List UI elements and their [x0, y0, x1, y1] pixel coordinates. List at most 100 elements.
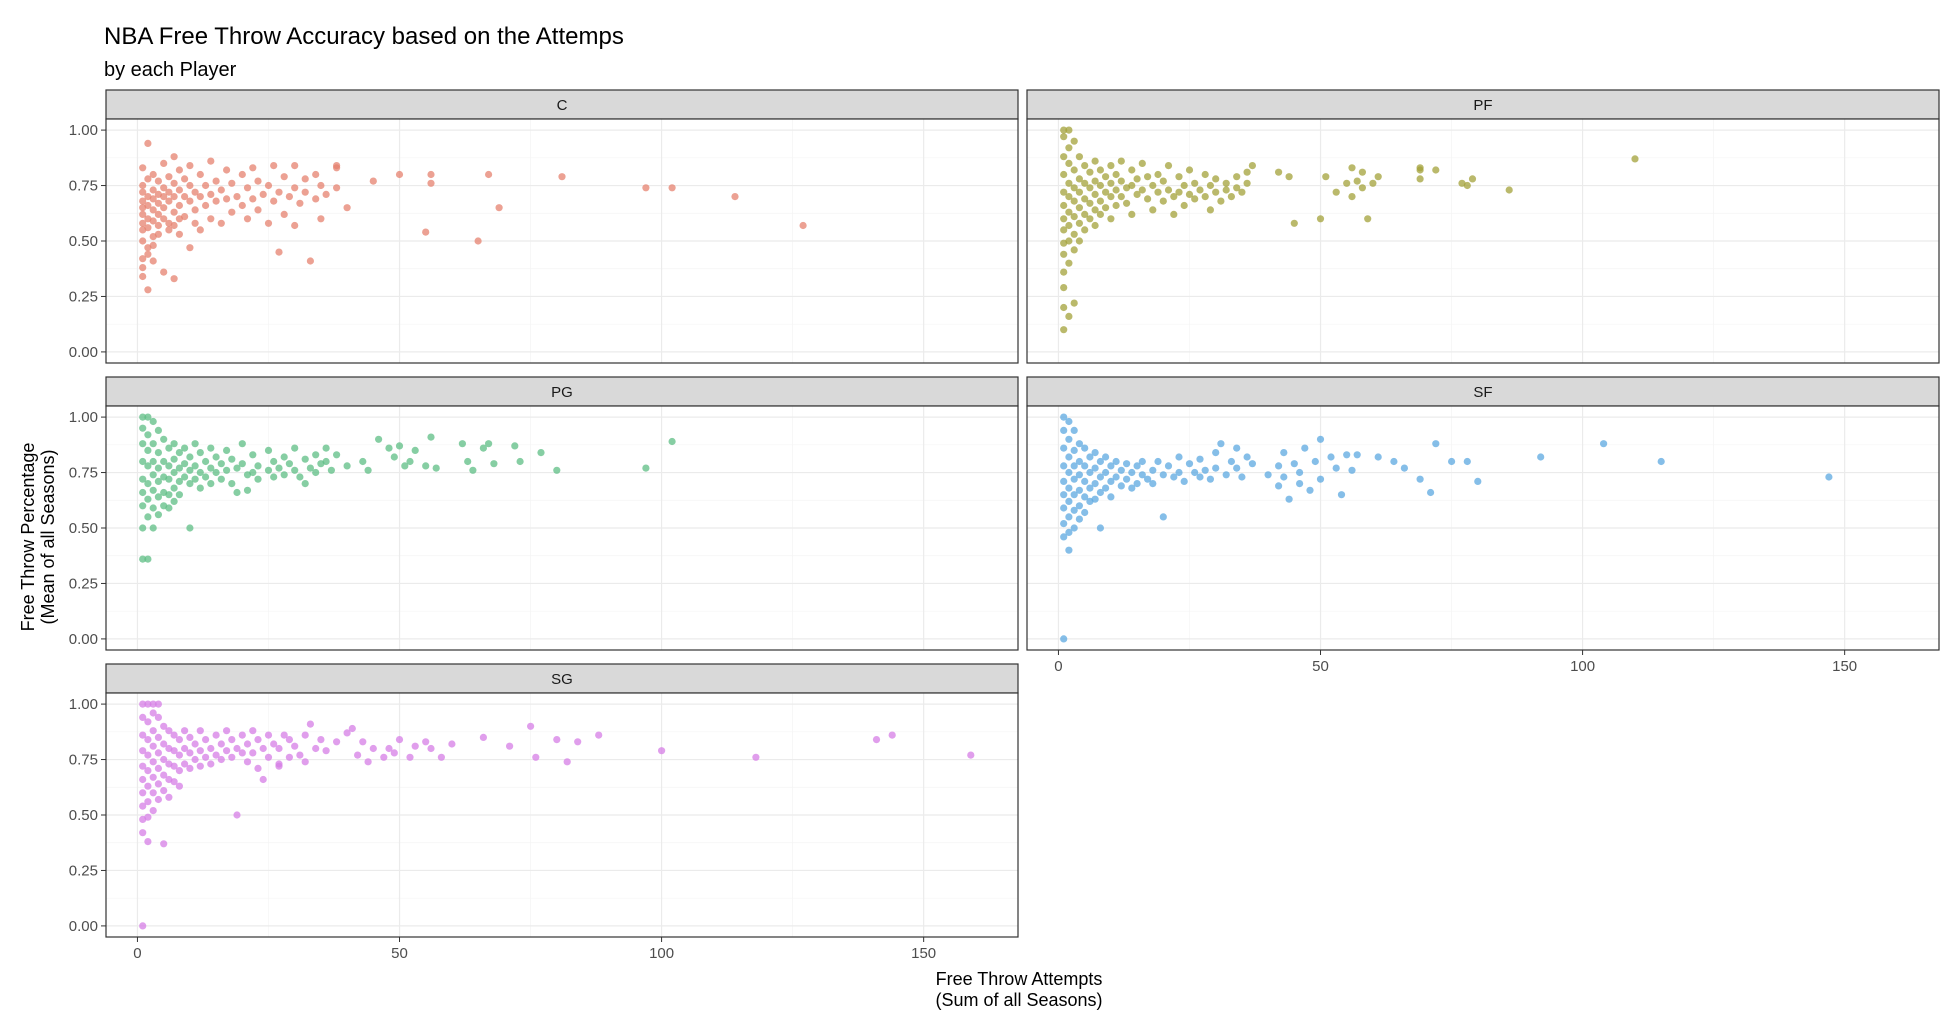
data-point	[1290, 219, 1298, 227]
data-point	[144, 495, 152, 503]
data-point	[139, 255, 147, 263]
data-point	[144, 431, 152, 439]
data-point	[285, 193, 293, 201]
data-point	[348, 724, 356, 733]
data-point	[139, 188, 147, 196]
data-point	[1248, 162, 1256, 170]
data-point	[312, 170, 320, 179]
x-tick-label: 100	[1570, 658, 1595, 675]
data-point	[312, 451, 320, 459]
data-point	[301, 480, 309, 488]
data-point	[154, 700, 162, 708]
data-point	[1112, 186, 1120, 194]
data-point	[317, 736, 325, 744]
data-point	[191, 755, 199, 764]
data-point	[228, 736, 236, 744]
data-point	[186, 162, 194, 170]
data-point	[254, 736, 262, 744]
data-point	[1149, 466, 1157, 474]
chart-title: NBA Free Throw Accuracy based on the Att…	[104, 23, 624, 50]
data-point	[1275, 462, 1283, 470]
data-point	[1468, 175, 1477, 183]
data-point	[967, 751, 975, 759]
data-point	[175, 201, 183, 210]
data-point	[1180, 477, 1188, 485]
data-point	[270, 197, 278, 205]
data-point	[411, 446, 419, 454]
data-point	[186, 181, 194, 190]
data-point	[1075, 440, 1083, 448]
y-tick-label: 0.75	[69, 465, 98, 482]
data-point	[165, 188, 173, 196]
data-point	[422, 228, 430, 236]
data-point	[154, 199, 162, 207]
data-point	[306, 257, 314, 265]
data-point	[238, 460, 246, 468]
data-point	[1233, 444, 1241, 452]
data-point	[1070, 426, 1078, 434]
data-point	[1086, 484, 1094, 492]
data-point	[228, 753, 236, 761]
data-point	[249, 164, 257, 172]
data-point	[1233, 464, 1241, 472]
data-point	[369, 177, 377, 185]
data-point	[149, 742, 157, 750]
data-point	[181, 727, 189, 735]
data-point	[144, 446, 152, 454]
data-point	[1102, 484, 1110, 492]
data-point	[170, 455, 178, 463]
data-point	[1065, 193, 1073, 201]
data-point	[144, 513, 152, 521]
data-point	[139, 829, 147, 837]
data-point	[1432, 440, 1440, 448]
data-point	[1060, 462, 1068, 470]
data-point	[144, 798, 152, 806]
data-point	[1065, 208, 1073, 216]
data-point	[175, 449, 183, 457]
data-point	[212, 177, 220, 185]
data-point	[1065, 221, 1073, 230]
data-point	[160, 193, 168, 201]
data-point	[149, 206, 157, 214]
data-point	[175, 464, 183, 472]
data-point	[296, 473, 304, 481]
data-point	[259, 775, 267, 784]
data-point	[170, 484, 178, 492]
data-point	[186, 733, 194, 742]
data-point	[270, 457, 278, 466]
data-point	[752, 753, 760, 761]
data-point	[1243, 453, 1251, 461]
data-point	[223, 166, 231, 174]
data-point	[1316, 475, 1325, 483]
data-point	[233, 744, 241, 753]
data-point	[1081, 210, 1089, 218]
data-point	[1075, 515, 1083, 523]
data-point	[1091, 221, 1099, 230]
data-point	[191, 188, 199, 196]
data-point	[1117, 193, 1125, 201]
facet-c: C 0.00 0.25 0.50 0.75 1.00	[69, 89, 1019, 364]
data-point	[1070, 213, 1078, 221]
data-point	[191, 462, 199, 470]
data-point	[144, 224, 152, 232]
data-point	[1374, 173, 1382, 181]
data-point	[243, 215, 252, 223]
data-point	[1416, 475, 1424, 483]
data-point	[1107, 462, 1115, 470]
data-point	[642, 464, 650, 472]
data-point	[144, 139, 152, 147]
y-tick-label: 0.75	[69, 752, 98, 769]
data-point	[207, 157, 215, 165]
data-point	[154, 511, 162, 519]
data-point	[401, 462, 409, 470]
data-point	[1117, 157, 1125, 165]
data-point	[1070, 491, 1078, 499]
data-point	[1332, 464, 1340, 472]
data-point	[196, 727, 204, 735]
data-point	[202, 201, 210, 210]
data-point	[160, 771, 168, 779]
data-point	[312, 468, 320, 477]
data-point	[1128, 484, 1136, 492]
data-point	[1631, 155, 1639, 163]
data-point	[275, 760, 283, 768]
